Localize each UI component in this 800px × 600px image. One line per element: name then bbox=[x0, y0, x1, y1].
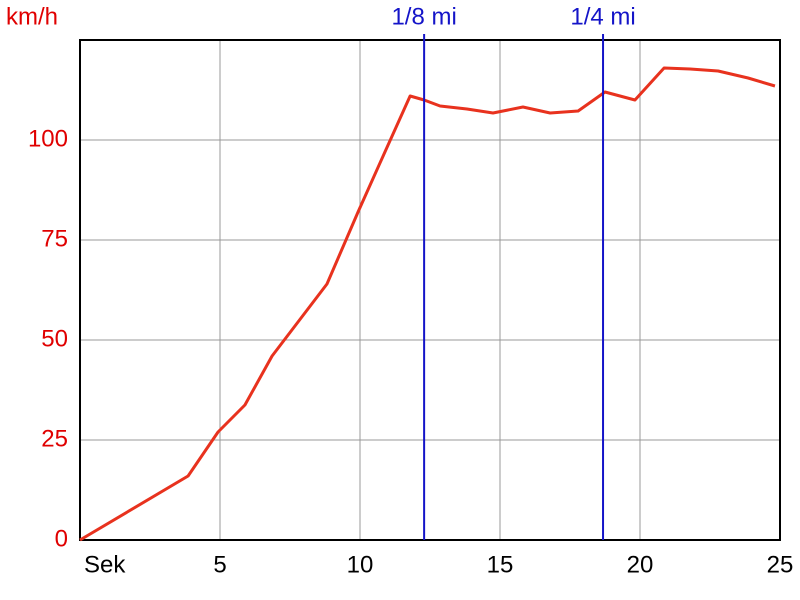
y-tick-label: 75 bbox=[41, 225, 68, 252]
y-tick-label: 25 bbox=[41, 425, 68, 452]
y-tick-label: 0 bbox=[55, 525, 68, 552]
y-axis-label: km/h bbox=[6, 3, 58, 30]
x-tick-label: 5 bbox=[213, 551, 226, 578]
line bbox=[79, 66, 776, 542]
y-tick-label: 50 bbox=[41, 325, 68, 352]
marker-label: 1/8 mi bbox=[391, 3, 456, 30]
x-tick-label: 10 bbox=[347, 551, 374, 578]
plot-frame bbox=[79, 39, 781, 541]
x-tick-label: 20 bbox=[627, 551, 654, 578]
marker-label: 1/4 mi bbox=[570, 3, 635, 30]
x-tick-label: Sek bbox=[84, 551, 126, 578]
x-tick-label: 15 bbox=[487, 551, 514, 578]
y-tick-label: 100 bbox=[28, 125, 68, 152]
x-tick-label: 25 bbox=[767, 551, 794, 578]
